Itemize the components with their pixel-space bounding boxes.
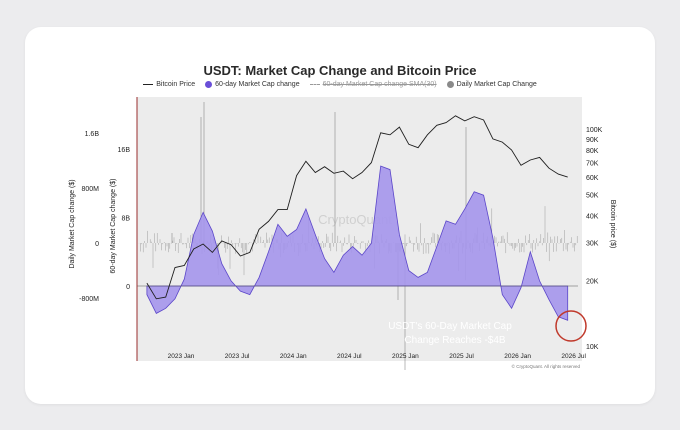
x-tick: 2024 Jan: [280, 353, 307, 360]
annotation-line-2: Change Reaches -$4B: [404, 335, 506, 346]
x-tick: 2025 Jan: [392, 353, 419, 360]
y-left-outer-tick: 0: [95, 241, 99, 248]
mcap-change-area-layer: [137, 165, 578, 321]
y-right-label: Bitcoin price ($): [609, 200, 616, 249]
y-right-tick: 50K: [586, 192, 599, 199]
legend-item-sma[interactable]: 60-day Market Cap change SMA(30): [309, 81, 437, 88]
y-left-inner-tick: 16B: [118, 147, 131, 154]
legend-label-sma: 60-day Market Cap change SMA(30): [322, 81, 437, 88]
legend-item-daily[interactable]: Daily Market Cap Change: [446, 81, 537, 88]
y-left-outer-tick: 800M: [81, 186, 99, 193]
highlight-circle: [555, 310, 587, 342]
y-left-inner-tick: 0: [126, 284, 130, 291]
legend-dashed-swatch: [309, 84, 320, 85]
y-right-tick: 20K: [586, 279, 599, 286]
btc-price-line-layer: [146, 115, 568, 300]
chart-title: USDT: Market Cap Change and Bitcoin Pric…: [203, 63, 477, 78]
y-right-tick: 90K: [586, 137, 599, 144]
y-right-tick: 60K: [586, 175, 599, 182]
legend-dot-swatch: [205, 81, 213, 88]
mcap-change-area: [146, 165, 569, 321]
y-left-outer-label: Daily Market Cap change ($): [69, 179, 76, 268]
legend-label-daily: Daily Market Cap Change: [456, 81, 537, 88]
y-left-outer-tick: 1.6B: [85, 131, 100, 138]
x-tick: 2026 Jan: [504, 353, 531, 360]
legend-item-60d[interactable]: 60-day Market Cap change: [205, 81, 300, 88]
legend-label-60d: 60-day Market Cap change: [215, 81, 300, 88]
x-tick: 2023 Jan: [168, 353, 195, 360]
credit-text: © CryptoQuant. All rights reserved: [512, 363, 581, 369]
legend-dot-swatch: [446, 81, 454, 88]
x-tick: 2026 Jul: [561, 353, 586, 360]
x-tick: 2024 Jul: [337, 353, 362, 360]
axes-layer: 1.6B 800M 0 -800M 16B 8B 0 100K 90K 80K 70K 60K 50K 4…: [79, 127, 603, 360]
y-right-tick: 80K: [586, 148, 599, 155]
y-left-outer-tick: -800M: [79, 296, 99, 303]
y-left-inner-label: 60-day Market Cap change ($): [110, 179, 117, 274]
x-tick: 2025 Jul: [449, 353, 474, 360]
legend-line-swatch: [143, 84, 154, 85]
x-tick: 2023 Jul: [225, 353, 250, 360]
legend-item-btc[interactable]: Bitcoin Price: [143, 81, 195, 88]
y-right-tick: 10K: [586, 344, 599, 351]
y-right-tick: 30K: [586, 240, 599, 247]
y-right-tick: 100K: [586, 127, 603, 134]
y-right-tick: 70K: [586, 161, 599, 168]
legend-label-btc: Bitcoin Price: [156, 81, 196, 88]
y-right-tick: 40K: [586, 213, 599, 220]
y-left-inner-tick: 8B: [121, 216, 130, 223]
chart-legend: Bitcoin Price 60-day Market Cap change 6…: [0, 81, 680, 88]
annotation-line-1: USDT's 60-Day Market Cap: [388, 321, 512, 332]
btc-price-line: [146, 115, 568, 300]
